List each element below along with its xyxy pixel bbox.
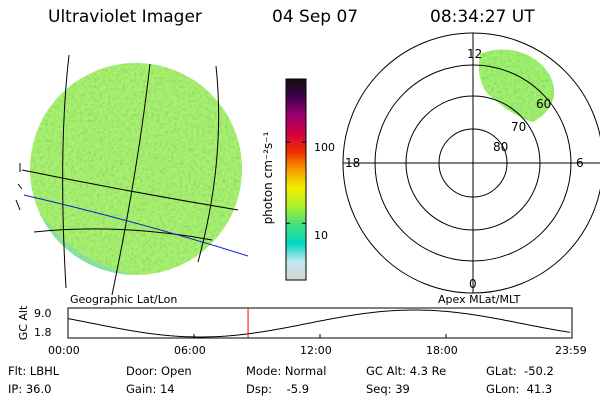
gc-alt-status: GC Alt: 4.3 Re	[366, 364, 447, 378]
filter-status: Flt: LBHL	[8, 364, 60, 378]
ip-status: IP: 36.0	[8, 382, 52, 396]
latitude-line	[33, 228, 213, 241]
timeline-y-tick-high: 9.0	[34, 307, 52, 320]
polar-grid	[342, 32, 600, 294]
timeline-ticks	[67, 334, 573, 338]
mlt-label-6: 6	[576, 156, 584, 170]
geographic-disk-panel	[15, 54, 249, 296]
instrument-title: Ultraviolet Imager	[48, 7, 202, 27]
colorbar-unit-label: photon cm⁻²s⁻¹	[261, 131, 275, 225]
timeline-x-tick: 00:00	[48, 344, 80, 357]
observation-time: 08:34:27 UT	[430, 7, 535, 27]
altitude-curve	[67, 309, 570, 338]
lat-lon-grid	[21, 54, 239, 296]
mlt-label-0: 0	[469, 277, 477, 291]
glat-status: GLat: -50.2	[486, 364, 554, 378]
timeline-y-tick-low: 1.8	[34, 326, 52, 339]
meridian-line	[197, 65, 220, 263]
color-bar-gradient	[285, 78, 307, 281]
orbit-timeline	[67, 307, 573, 339]
colorbar-tick-10: 10	[314, 229, 328, 242]
polar-plot-panel	[342, 32, 600, 294]
timeline-frame	[67, 307, 573, 339]
color-bar-ticks	[286, 141, 306, 224]
timeline-x-tick: 23:59	[555, 344, 587, 357]
auroral-oval-patch	[478, 49, 555, 122]
timeline-y-axis-label: GC Alt	[16, 305, 30, 341]
terminator-line	[23, 194, 249, 257]
meridian-line	[62, 54, 70, 289]
mlat-label-60: 60	[536, 97, 552, 111]
seq-status: Seq: 39	[366, 382, 410, 396]
mlt-label-18: 18	[345, 156, 361, 170]
earth-disk	[30, 63, 242, 275]
observation-date: 04 Sep 07	[272, 7, 359, 27]
timeline-x-tick: 06:00	[174, 344, 206, 357]
geographic-caption: Geographic Lat/Lon	[70, 293, 178, 306]
timeline-x-tick: 18:00	[426, 344, 458, 357]
mlt-label-12: 12	[467, 47, 483, 61]
latitude-line	[21, 169, 239, 211]
meridian-line	[111, 63, 151, 296]
colorbar-tick-100: 100	[314, 141, 335, 154]
color-bar	[285, 78, 307, 281]
gain-status: Gain: 14	[126, 382, 175, 396]
timeline-x-tick: 12:00	[300, 344, 332, 357]
apex-caption: Apex MLat/MLT	[438, 293, 521, 306]
mlat-label-70: 70	[511, 120, 527, 134]
coastline-fragments	[15, 163, 23, 211]
dsp-status: Dsp: -5.9	[246, 382, 310, 396]
glon-status: GLon: 41.3	[486, 382, 553, 396]
mlat-label-80: 80	[493, 140, 509, 154]
door-status: Door: Open	[126, 364, 192, 378]
mode-status: Mode: Normal	[246, 364, 327, 378]
